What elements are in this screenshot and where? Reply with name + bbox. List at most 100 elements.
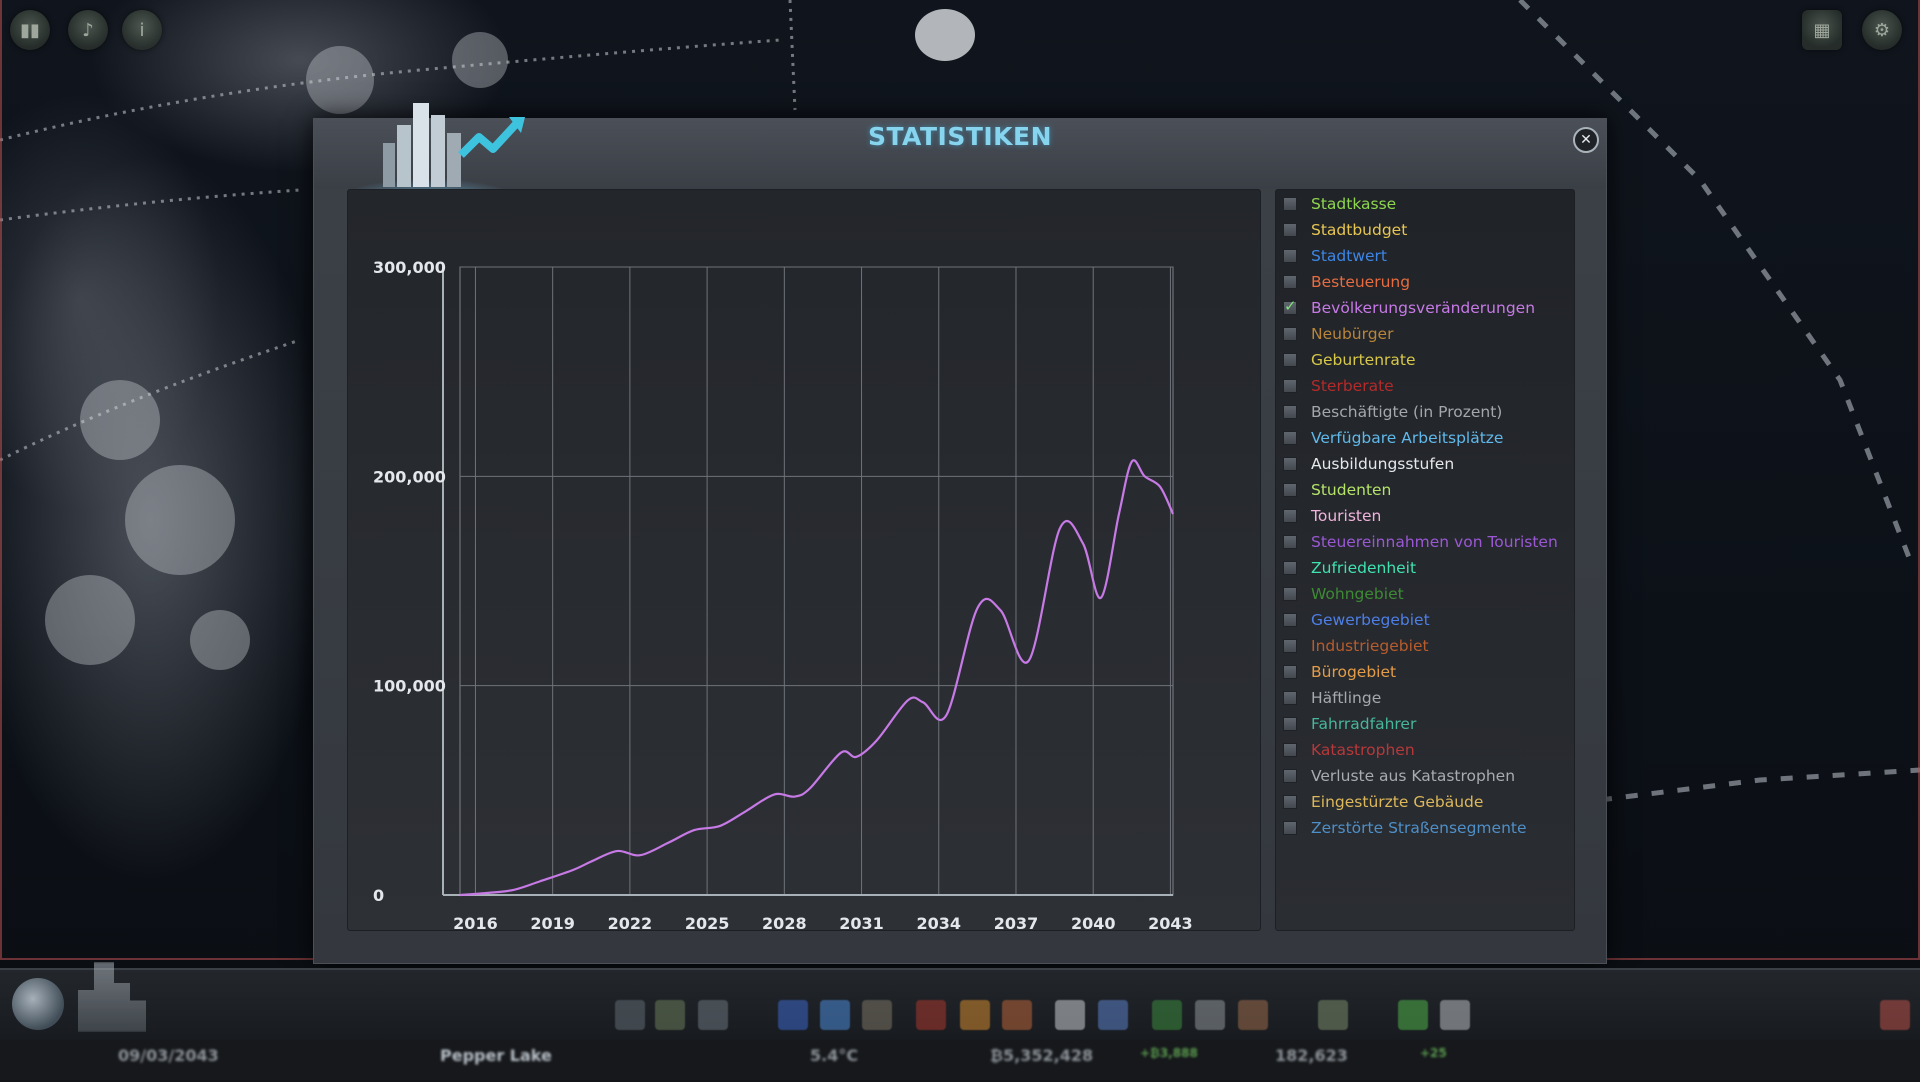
legend-item[interactable]: Stadtwert <box>1280 244 1570 268</box>
police-icon[interactable] <box>1002 1000 1032 1030</box>
x-tick-label: 2037 <box>994 914 1039 930</box>
legend-checkbox[interactable] <box>1283 717 1297 731</box>
legend-item[interactable]: Stadtbudget <box>1280 218 1570 242</box>
transport-icon[interactable] <box>1098 1000 1128 1030</box>
legend-checkbox[interactable] <box>1283 297 1297 315</box>
legend-item[interactable]: Verluste aus Katastrophen <box>1280 764 1570 788</box>
economy-icon[interactable] <box>1398 1000 1428 1030</box>
chirper-icon[interactable] <box>12 978 64 1030</box>
legend-checkbox[interactable] <box>1283 821 1297 835</box>
unlock-icon[interactable] <box>1880 1000 1910 1030</box>
money: ₿5,352,428 <box>990 1046 1094 1065</box>
legend-checkbox[interactable] <box>1283 795 1297 809</box>
chart-axes <box>442 267 1173 896</box>
legend-item[interactable]: Besteuerung <box>1280 270 1570 294</box>
legend-checkbox[interactable] <box>1283 509 1297 523</box>
legend-label: Wohngebiet <box>1311 585 1404 603</box>
legend-checkbox[interactable] <box>1283 405 1297 419</box>
policies-icon[interactable] <box>1440 1000 1470 1030</box>
legend-checkbox[interactable] <box>1283 613 1297 627</box>
legend-item[interactable]: Ausbildungsstufen <box>1280 452 1570 476</box>
chart-tick-labels: 2016 2019 2022 2025 2028 2031 2034 2037 2040 2043… <box>373 258 1193 930</box>
legend-label: Zufriedenheit <box>1311 559 1417 577</box>
dialog-title: STATISTIKEN <box>867 122 1053 151</box>
fire-icon[interactable] <box>960 1000 990 1030</box>
garbage-icon[interactable] <box>862 1000 892 1030</box>
legend-checkbox[interactable] <box>1283 769 1297 783</box>
legend-checkbox[interactable] <box>1283 327 1297 341</box>
legend-item[interactable]: Häftlinge <box>1280 686 1570 710</box>
zoning-icon[interactable] <box>655 1000 685 1030</box>
close-button[interactable]: ✕ <box>1573 127 1599 153</box>
legend-checkbox[interactable] <box>1283 743 1297 757</box>
info-icon[interactable]: i <box>122 10 162 50</box>
districts-icon[interactable] <box>698 1000 728 1030</box>
legend-item[interactable]: Steuereinnahmen von Touristen <box>1280 530 1570 554</box>
y-tick-label: 300,000 <box>373 258 446 277</box>
chart-series <box>459 459 1175 897</box>
legend-item[interactable]: Beschäftigte (in Prozent) <box>1280 400 1570 424</box>
education-icon[interactable] <box>1055 1000 1085 1030</box>
city-name[interactable]: Pepper Lake <box>440 1046 552 1065</box>
legend-item[interactable]: Eingestürzte Gebäude <box>1280 790 1570 814</box>
sound-icon[interactable]: ♪ <box>68 10 108 50</box>
legend-item[interactable]: Sterberate <box>1280 374 1570 398</box>
legend-checkbox[interactable] <box>1283 197 1297 211</box>
map-icon[interactable]: ▦ <box>1802 10 1842 50</box>
legend-label: Stadtwert <box>1311 247 1387 265</box>
legend-item[interactable]: Zufriedenheit <box>1280 556 1570 580</box>
legend-checkbox[interactable] <box>1283 223 1297 237</box>
legend-checkbox[interactable] <box>1283 483 1297 497</box>
legend-checkbox[interactable] <box>1283 379 1297 393</box>
legend-label: Häftlinge <box>1311 689 1382 707</box>
legend-item[interactable]: Zerstörte Straßensegmente <box>1280 816 1570 840</box>
legend-item[interactable]: Neubürger <box>1280 322 1570 346</box>
legend-item[interactable]: Bürogebiet <box>1280 660 1570 684</box>
x-tick-label: 2040 <box>1071 914 1116 930</box>
legend-item[interactable]: Geburtenrate <box>1280 348 1570 372</box>
legend-item[interactable]: Verfügbare Arbeitsplätze <box>1280 426 1570 450</box>
legend-item[interactable]: Bevölkerungsveränderungen <box>1280 296 1570 320</box>
plot-area <box>459 266 1174 896</box>
legend-item[interactable]: Gewerbegebiet <box>1280 608 1570 632</box>
legend-checkbox[interactable] <box>1283 249 1297 263</box>
legend-item[interactable]: Industriegebiet <box>1280 634 1570 658</box>
legend-item[interactable]: Stadtkasse <box>1280 192 1570 216</box>
unique-buildings-icon[interactable] <box>1195 1000 1225 1030</box>
y-tick-label: 100,000 <box>373 677 446 696</box>
legend-item[interactable]: Fahrradfahrer <box>1280 712 1570 736</box>
legend-checkbox[interactable] <box>1283 691 1297 705</box>
legend-label: Industriegebiet <box>1311 637 1429 655</box>
legend-item[interactable]: Studenten <box>1280 478 1570 502</box>
legend-item[interactable]: Touristen <box>1280 504 1570 528</box>
x-tick-label: 2025 <box>685 914 730 930</box>
dialog-header[interactable] <box>314 119 1606 189</box>
legend-checkbox[interactable] <box>1283 275 1297 289</box>
bulldozer-icon[interactable] <box>1318 1000 1348 1030</box>
legend-item[interactable]: Katastrophen <box>1280 738 1570 762</box>
gear-icon[interactable]: ⚙ <box>1862 10 1902 50</box>
x-tick-label: 2028 <box>762 914 807 930</box>
monuments-icon[interactable] <box>1238 1000 1268 1030</box>
legend-checkbox[interactable] <box>1283 431 1297 445</box>
legend-checkbox[interactable] <box>1283 457 1297 471</box>
parks-icon[interactable] <box>1152 1000 1182 1030</box>
pause-icon[interactable]: ▮▮ <box>10 10 50 50</box>
legend-label: Verluste aus Katastrophen <box>1311 767 1516 785</box>
y-tick-label: 200,000 <box>373 467 446 486</box>
legend-checkbox[interactable] <box>1283 639 1297 653</box>
legend-label: Touristen <box>1311 507 1382 525</box>
legend-checkbox[interactable] <box>1283 353 1297 367</box>
electricity-icon[interactable] <box>778 1000 808 1030</box>
legend-item[interactable]: Wohngebiet <box>1280 582 1570 606</box>
legend-checkbox[interactable] <box>1283 535 1297 549</box>
legend-label: Beschäftigte (in Prozent) <box>1311 403 1503 421</box>
healthcare-icon[interactable] <box>916 1000 946 1030</box>
legend-checkbox[interactable] <box>1283 561 1297 575</box>
water-icon[interactable] <box>820 1000 850 1030</box>
legend-checkbox[interactable] <box>1283 587 1297 601</box>
legend-checkbox[interactable] <box>1283 665 1297 679</box>
roads-icon[interactable] <box>615 1000 645 1030</box>
x-tick-label: 2031 <box>839 914 884 930</box>
